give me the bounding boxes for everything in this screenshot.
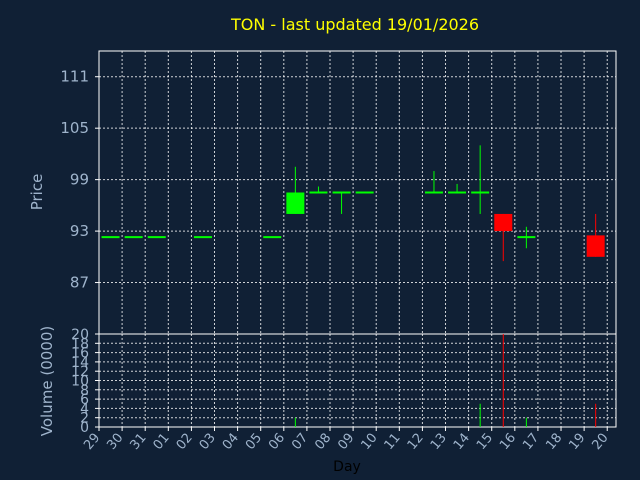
volume-tick-label: 0 bbox=[80, 420, 89, 436]
candle-body bbox=[494, 213, 513, 232]
price-tick-label: 105 bbox=[60, 119, 89, 137]
x-axis-label: Day bbox=[333, 459, 361, 475]
price-tick-label: 87 bbox=[70, 274, 89, 292]
volume-tick-label: 12 bbox=[71, 364, 89, 380]
price-tick-label: 99 bbox=[70, 171, 89, 189]
price-y-ticks: 87 93 99 105 111 bbox=[60, 68, 99, 292]
price-tick-label: 93 bbox=[70, 222, 89, 240]
volume-axis-label: Volume (0000) bbox=[38, 326, 56, 436]
volume-tick-label: 8 bbox=[80, 383, 89, 399]
price-tick-label: 111 bbox=[60, 68, 89, 86]
volume-tick-label: 20 bbox=[71, 327, 89, 343]
candles bbox=[101, 145, 605, 262]
candle-body bbox=[586, 235, 605, 257]
chart-title: TON - last updated 19/01/2026 bbox=[230, 15, 479, 34]
volume-tick-label: 2 bbox=[80, 411, 89, 427]
volume-tick-label: 10 bbox=[71, 374, 89, 390]
volume-tick-label: 4 bbox=[80, 401, 89, 417]
x-grid bbox=[121, 51, 608, 427]
volume-tick-label: 14 bbox=[71, 355, 89, 371]
price-axis-label: Price bbox=[28, 174, 46, 211]
volume-tick-label: 18 bbox=[71, 336, 89, 352]
candle-body bbox=[286, 192, 305, 214]
volume-tick-label: 6 bbox=[80, 392, 89, 408]
volume-tick-label: 16 bbox=[71, 346, 89, 362]
volume-bars bbox=[294, 334, 597, 427]
